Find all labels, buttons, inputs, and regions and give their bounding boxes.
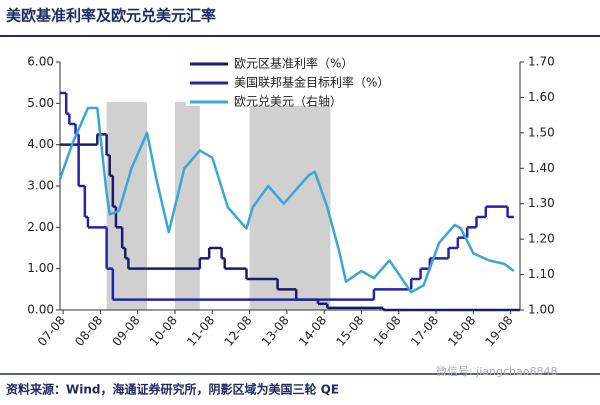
legend-label: 欧元兑美元（右轴） (234, 94, 342, 109)
eurusd-line (58, 106, 515, 294)
x-tick-label: 18-08 (445, 313, 478, 349)
y-tick-label: 5.00 (27, 96, 54, 110)
x-tick-label: 19-08 (483, 313, 516, 349)
x-tick-label: 08-08 (72, 313, 105, 349)
source-note: 资料来源：Wind，海通证券研究所，阴影区域为美国三轮 QE (6, 382, 339, 397)
legend-label: 欧元区基准利率（%） (234, 56, 353, 71)
y2-tick-label: 1.70 (528, 55, 555, 69)
x-tick-label: 14-08 (296, 313, 329, 349)
y2-tick-label: 1.30 (528, 196, 555, 210)
x-tick-label: 16-08 (371, 313, 404, 349)
x-tick-label: 15-08 (333, 313, 366, 349)
y-tick-label: 2.00 (27, 220, 54, 234)
y2-tick-label: 1.50 (528, 125, 555, 139)
x-tick-label: 17-08 (408, 313, 441, 349)
watermark: 微信号: jiangchao8848 (436, 364, 558, 378)
x-tick-label: 10-08 (147, 313, 180, 349)
x-tick-label: 09-08 (110, 313, 143, 349)
y-tick-label: 1.00 (27, 261, 54, 275)
y2-tick-label: 1.00 (528, 303, 555, 317)
qe-shade (175, 102, 200, 310)
y-tick-label: 0.00 (27, 303, 54, 317)
chart-title: 美欧基准利率及欧元兑美元汇率 (6, 7, 216, 25)
x-tick-label: 13-08 (259, 313, 292, 349)
y2-tick-label: 1.20 (528, 232, 555, 246)
qe-shade (249, 102, 331, 310)
y-tick-label: 4.00 (27, 137, 54, 151)
y-tick-label: 6.00 (27, 55, 54, 69)
y2-tick-label: 1.40 (528, 161, 555, 175)
legend-label: 美国联邦基金目标利率（%） (234, 75, 389, 90)
y2-tick-label: 1.10 (528, 267, 555, 281)
y-tick-label: 3.00 (27, 179, 54, 193)
x-tick-label: 11-08 (184, 313, 217, 349)
y2-tick-label: 1.60 (528, 90, 555, 104)
x-tick-label: 12-08 (221, 313, 254, 349)
x-tick-label: 07-08 (35, 313, 68, 349)
legend-box (186, 56, 448, 106)
